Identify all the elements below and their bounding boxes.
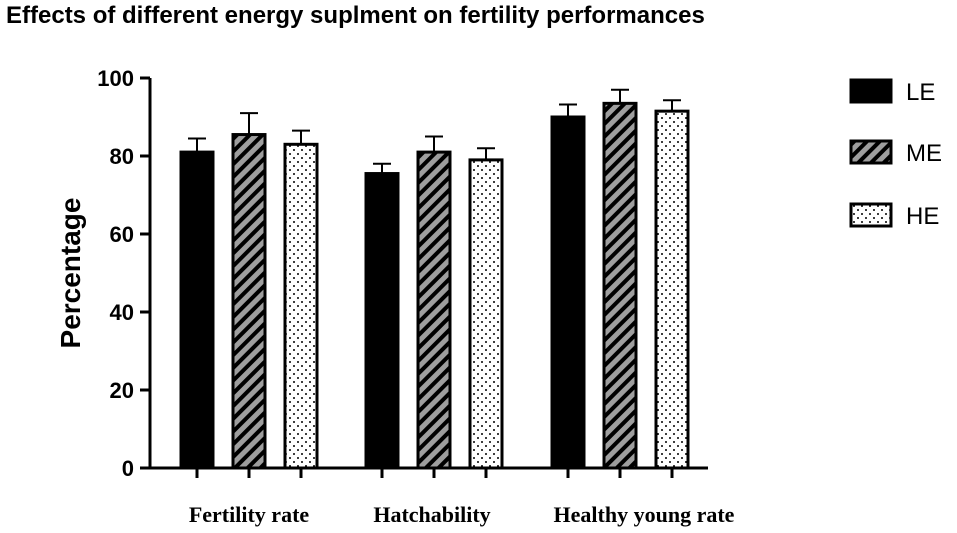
bar-me — [416, 150, 452, 470]
bar-he — [654, 109, 690, 470]
legend: LE ME HE — [849, 78, 942, 230]
y-tick-label: 60 — [110, 222, 134, 247]
legend-swatch-le — [849, 78, 893, 104]
bar-le — [364, 172, 400, 470]
x-category-label: Fertility rate — [189, 502, 310, 527]
legend-swatch-me — [849, 139, 893, 165]
y-tick-label: 20 — [110, 378, 134, 403]
legend-swatch-he — [849, 202, 893, 228]
bar-he — [468, 158, 504, 470]
y-tick-label: 0 — [122, 456, 134, 481]
y-tick-label: 100 — [97, 66, 134, 91]
x-category-label: Healthy young rate — [554, 502, 735, 527]
chart-title: Effects of different energy suplment on … — [6, 2, 705, 29]
bar-le — [179, 150, 215, 470]
legend-label-he: HE — [906, 203, 939, 230]
bar-he — [283, 142, 319, 470]
y-tick-label: 80 — [110, 144, 134, 169]
y-tick-label: 40 — [110, 300, 134, 325]
legend-label-me: ME — [906, 140, 942, 167]
bars — [179, 88, 690, 470]
y-axis-label: Percentage — [55, 198, 86, 349]
legend-label-le: LE — [906, 79, 935, 106]
x-category-label: Hatchability — [373, 502, 490, 527]
bar-me — [602, 101, 638, 470]
bar-me — [231, 133, 267, 470]
bar-le — [550, 115, 586, 470]
